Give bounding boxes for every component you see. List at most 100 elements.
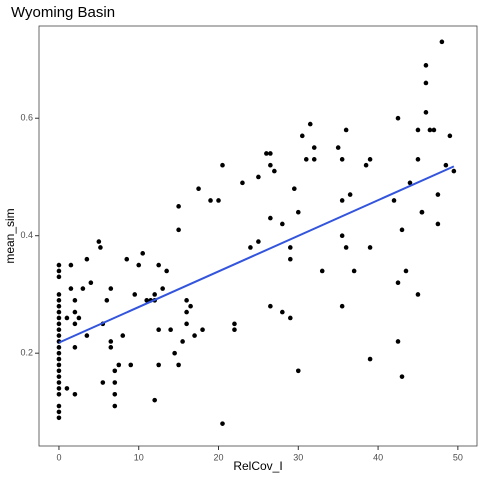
point bbox=[124, 256, 130, 262]
point bbox=[132, 292, 138, 297]
point bbox=[56, 327, 62, 332]
point bbox=[347, 192, 353, 197]
y-tick-label: 0.6 bbox=[20, 113, 33, 123]
point bbox=[435, 221, 441, 227]
point bbox=[144, 298, 150, 303]
point bbox=[160, 286, 165, 291]
point bbox=[116, 362, 122, 368]
point bbox=[367, 356, 373, 362]
point bbox=[56, 392, 62, 397]
point bbox=[128, 362, 134, 368]
point bbox=[272, 168, 277, 174]
point bbox=[288, 315, 293, 321]
point bbox=[76, 315, 82, 321]
point bbox=[164, 268, 169, 274]
point bbox=[220, 421, 225, 426]
point bbox=[56, 303, 62, 309]
point bbox=[339, 157, 345, 162]
y-tick-label: 0.4 bbox=[20, 230, 33, 240]
point bbox=[84, 256, 90, 262]
point bbox=[415, 157, 421, 162]
point bbox=[248, 245, 253, 250]
point bbox=[335, 145, 341, 150]
point bbox=[339, 198, 345, 203]
point bbox=[176, 204, 181, 209]
point bbox=[268, 215, 273, 221]
point bbox=[56, 321, 62, 327]
point bbox=[184, 321, 189, 327]
point bbox=[339, 233, 345, 239]
point bbox=[427, 127, 433, 133]
point bbox=[176, 362, 181, 368]
point bbox=[156, 362, 161, 368]
point bbox=[172, 350, 177, 356]
point bbox=[288, 245, 293, 250]
point bbox=[439, 39, 445, 45]
point bbox=[104, 298, 110, 303]
point bbox=[319, 268, 325, 274]
point bbox=[56, 409, 62, 415]
point bbox=[268, 151, 273, 156]
trend-line bbox=[58, 165, 455, 344]
point bbox=[399, 227, 405, 233]
point bbox=[351, 268, 357, 274]
point bbox=[56, 262, 62, 268]
y-tick-label: 0.2 bbox=[20, 348, 33, 358]
point bbox=[56, 403, 62, 409]
point bbox=[56, 315, 62, 321]
point bbox=[184, 298, 189, 303]
point bbox=[423, 110, 429, 115]
point bbox=[299, 133, 305, 139]
point bbox=[451, 168, 457, 174]
x-tick-label: 30 bbox=[293, 452, 303, 462]
point bbox=[136, 262, 142, 268]
point bbox=[152, 397, 157, 403]
point bbox=[108, 345, 114, 350]
point bbox=[292, 186, 297, 192]
point bbox=[423, 80, 429, 86]
point bbox=[56, 292, 62, 297]
point bbox=[56, 274, 62, 280]
point bbox=[72, 345, 78, 350]
point bbox=[395, 280, 401, 285]
point bbox=[307, 121, 313, 127]
point bbox=[56, 386, 62, 391]
point bbox=[56, 415, 62, 421]
point bbox=[311, 157, 317, 162]
point bbox=[84, 333, 90, 338]
point bbox=[240, 180, 245, 186]
x-tick-label: 20 bbox=[214, 452, 224, 462]
point bbox=[56, 350, 62, 356]
point bbox=[112, 380, 118, 385]
point bbox=[56, 268, 62, 274]
point bbox=[391, 198, 397, 203]
point bbox=[192, 333, 197, 338]
point bbox=[280, 221, 285, 227]
x-axis-label: RelCov_I bbox=[233, 459, 282, 473]
point bbox=[96, 239, 102, 244]
x-tick-label: 40 bbox=[373, 452, 383, 462]
point bbox=[140, 251, 146, 256]
point bbox=[80, 286, 86, 291]
x-tick-label: 50 bbox=[453, 452, 463, 462]
point bbox=[268, 162, 273, 168]
point bbox=[168, 327, 173, 332]
point bbox=[403, 268, 409, 274]
point bbox=[108, 339, 114, 344]
point bbox=[447, 133, 453, 139]
point bbox=[232, 327, 237, 332]
point bbox=[256, 174, 261, 180]
point bbox=[339, 303, 345, 309]
point bbox=[100, 380, 106, 385]
point bbox=[343, 245, 349, 250]
point bbox=[395, 339, 401, 344]
point bbox=[208, 198, 213, 203]
point bbox=[68, 262, 74, 268]
point bbox=[72, 298, 78, 303]
point bbox=[56, 356, 62, 362]
point bbox=[64, 315, 70, 321]
point bbox=[232, 321, 237, 327]
point bbox=[72, 321, 78, 327]
point bbox=[120, 333, 126, 338]
point bbox=[343, 127, 349, 133]
